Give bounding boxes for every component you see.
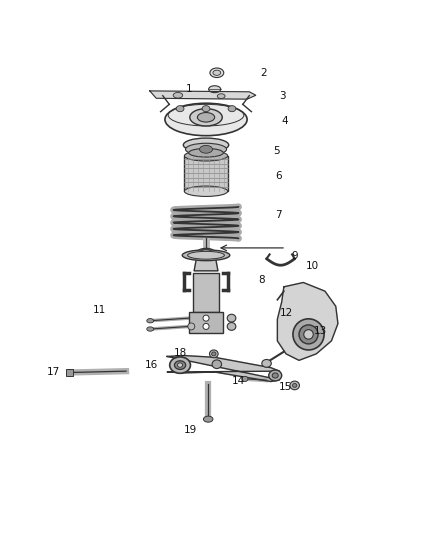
Polygon shape (194, 253, 218, 271)
Text: 19: 19 (184, 424, 197, 434)
Ellipse shape (293, 319, 324, 350)
Ellipse shape (203, 315, 209, 321)
Ellipse shape (293, 383, 297, 387)
Ellipse shape (212, 360, 222, 368)
Ellipse shape (209, 350, 218, 358)
Text: 4: 4 (282, 116, 288, 126)
Bar (66, 369, 73, 376)
Ellipse shape (272, 373, 278, 378)
Ellipse shape (147, 319, 154, 323)
Ellipse shape (184, 151, 228, 161)
Ellipse shape (228, 106, 236, 112)
Text: 1: 1 (186, 84, 192, 94)
Ellipse shape (212, 352, 216, 356)
Ellipse shape (184, 186, 228, 197)
Ellipse shape (203, 324, 209, 329)
Polygon shape (167, 356, 279, 382)
Polygon shape (277, 282, 338, 360)
Ellipse shape (185, 143, 226, 155)
Ellipse shape (198, 248, 215, 256)
Ellipse shape (208, 86, 221, 93)
Bar (184, 156, 228, 191)
Ellipse shape (174, 361, 186, 369)
Ellipse shape (190, 109, 222, 126)
Ellipse shape (227, 322, 236, 330)
Ellipse shape (304, 329, 313, 339)
Ellipse shape (188, 323, 195, 330)
Text: 14: 14 (232, 376, 245, 386)
Text: 15: 15 (279, 382, 292, 392)
Ellipse shape (201, 249, 212, 255)
Text: 8: 8 (258, 276, 265, 285)
Ellipse shape (200, 146, 212, 153)
Text: 2: 2 (260, 68, 267, 78)
Text: 12: 12 (279, 308, 293, 318)
Text: 11: 11 (92, 305, 106, 315)
Text: 9: 9 (292, 251, 298, 261)
Ellipse shape (213, 70, 221, 75)
Ellipse shape (182, 250, 230, 261)
Ellipse shape (202, 106, 210, 112)
Ellipse shape (147, 327, 154, 331)
Ellipse shape (299, 325, 318, 344)
Bar (189, 312, 223, 333)
Ellipse shape (210, 68, 224, 77)
Text: 16: 16 (145, 360, 158, 370)
Ellipse shape (176, 106, 184, 112)
Ellipse shape (290, 381, 300, 390)
Ellipse shape (173, 92, 183, 98)
Text: 18: 18 (173, 348, 187, 358)
Text: 7: 7 (275, 211, 282, 221)
Text: 17: 17 (47, 367, 60, 377)
Ellipse shape (227, 314, 236, 322)
Polygon shape (150, 91, 256, 99)
Ellipse shape (242, 376, 248, 382)
Bar (193, 273, 219, 312)
Ellipse shape (189, 149, 223, 157)
Text: 3: 3 (279, 91, 286, 101)
Text: 13: 13 (314, 326, 327, 335)
Ellipse shape (217, 94, 225, 99)
Text: 10: 10 (305, 261, 318, 271)
Ellipse shape (165, 103, 247, 136)
Ellipse shape (203, 416, 213, 422)
Ellipse shape (184, 138, 229, 152)
Ellipse shape (187, 252, 224, 259)
Ellipse shape (177, 363, 183, 367)
Ellipse shape (262, 359, 271, 367)
Ellipse shape (198, 112, 215, 122)
Text: 5: 5 (273, 146, 280, 156)
Ellipse shape (269, 370, 282, 381)
Text: 6: 6 (275, 171, 282, 181)
Ellipse shape (170, 357, 191, 373)
